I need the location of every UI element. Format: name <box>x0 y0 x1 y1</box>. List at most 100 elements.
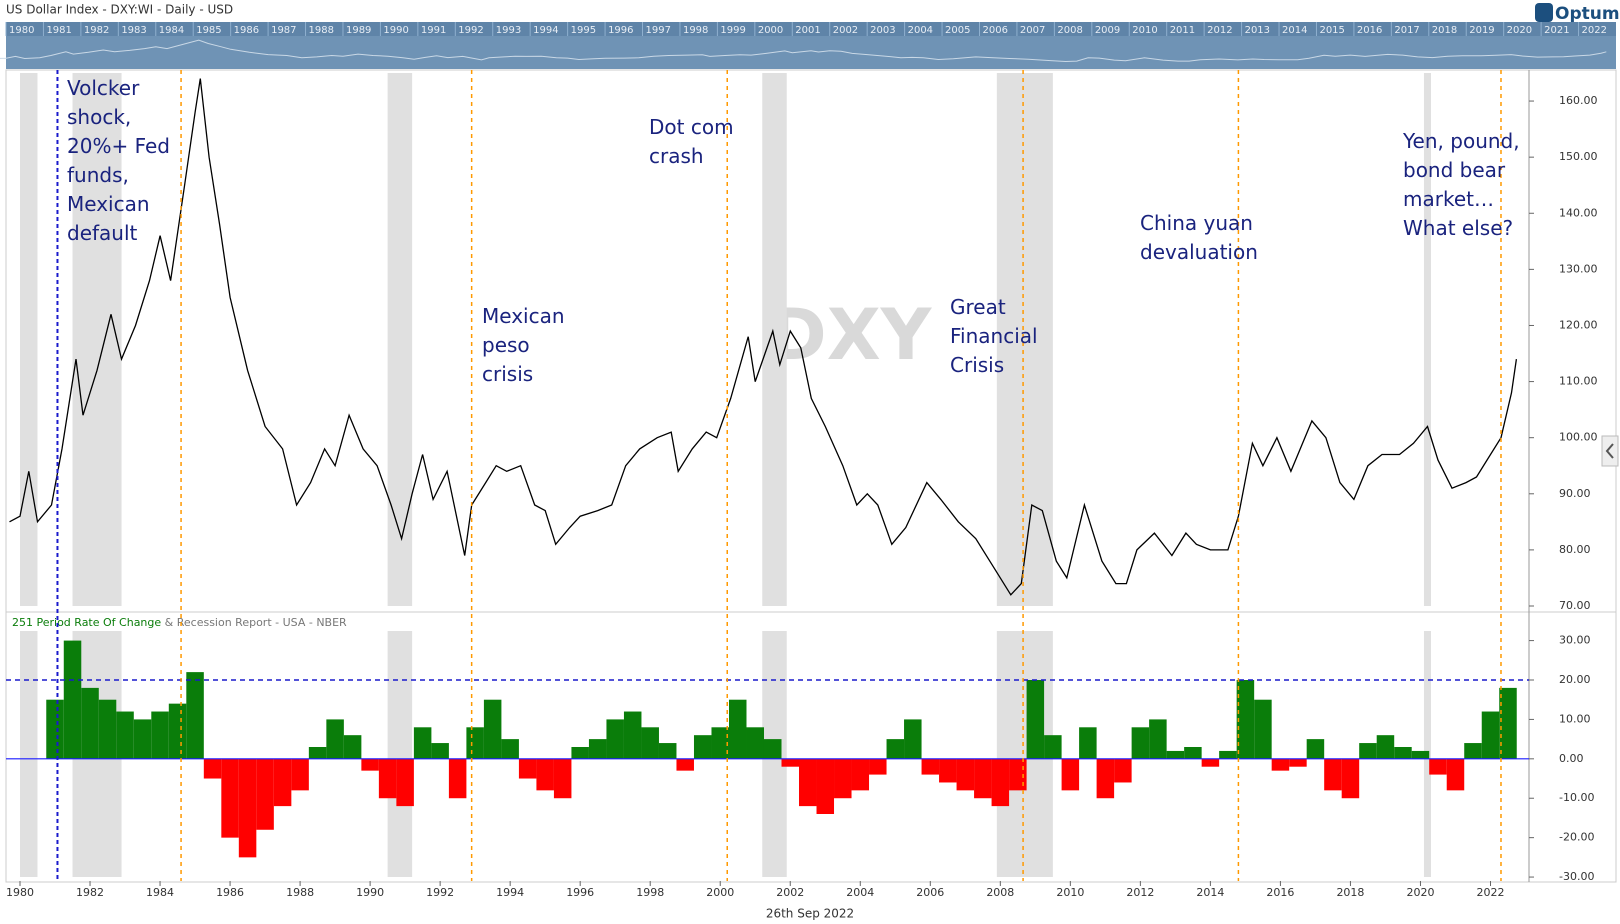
navigator-label: 2020 <box>1507 25 1532 36</box>
roc-bar <box>413 727 432 759</box>
navigator-label-band <box>6 22 1616 36</box>
roc-bar <box>1341 758 1360 799</box>
price-line <box>9 78 1518 596</box>
navigator-label: 2003 <box>870 25 895 36</box>
x-tick-label: 2008 <box>986 886 1014 899</box>
roc-subtitle: & Recession Report - USA - NBER <box>165 616 347 629</box>
roc-bar <box>116 711 134 759</box>
annotation: Yen, pound, bond bear market… What else? <box>1402 129 1520 240</box>
roc-bar <box>606 719 624 759</box>
roc-bar <box>728 699 747 759</box>
recession-band <box>20 73 38 606</box>
roc-bar <box>1376 735 1395 759</box>
navigator-label: 2010 <box>1132 25 1157 36</box>
annotation-line: Yen, pound, <box>1402 129 1520 153</box>
roc-bar <box>571 747 589 759</box>
y-tick-label: 130.00 <box>1559 262 1598 275</box>
x-tick-label: 1996 <box>566 886 594 899</box>
roc-bar <box>1446 758 1465 791</box>
x-tick-label: 2020 <box>1406 886 1434 899</box>
y-tick-label: 110.00 <box>1559 375 1598 388</box>
roc-bar <box>431 743 449 759</box>
roc-bar <box>1499 687 1517 759</box>
annotation-line: default <box>67 221 138 245</box>
annotation-line: devaluation <box>1140 240 1258 264</box>
roc-bar <box>1219 750 1237 759</box>
navigator-label: 1982 <box>84 25 109 36</box>
x-tick-label: 2022 <box>1476 886 1504 899</box>
annotation: Volcker shock, 20%+ Fed funds, Mexican defaul… <box>67 76 170 245</box>
roc-title: 251 Period Rate Of Change <box>12 616 161 629</box>
roc-bar <box>501 739 519 759</box>
chart-title: US Dollar Index - DXY:WI - Daily - USD <box>6 3 233 17</box>
navigator-label: 2012 <box>1207 25 1232 36</box>
roc-bar <box>1131 727 1150 759</box>
y-tick-label: -10.00 <box>1559 791 1594 804</box>
annotation: China yuan devaluation <box>1140 211 1258 264</box>
roc-bar <box>518 758 537 779</box>
navigator-label: 2021 <box>1544 25 1569 36</box>
date-label: 26th Sep 2022 <box>766 907 854 921</box>
navigator-line <box>0 39 1607 63</box>
roc-bar <box>98 699 117 759</box>
roc-bar <box>273 758 292 807</box>
roc-bar <box>1166 750 1185 759</box>
roc-bar <box>1096 758 1115 799</box>
side-toggle[interactable] <box>1601 435 1619 467</box>
navigator-label: 2017 <box>1394 25 1419 36</box>
roc-bar <box>133 719 152 759</box>
roc-bar <box>1026 680 1045 759</box>
annotation-line: Dot com <box>649 115 734 139</box>
roc-bar <box>483 699 502 759</box>
navigator-label: 2006 <box>982 25 1007 36</box>
annotation-line: Volcker <box>67 76 140 100</box>
recession-band <box>1423 73 1431 606</box>
y-tick-label: 160.00 <box>1559 94 1598 107</box>
watermark: DXY <box>769 294 933 376</box>
annotation-line: bond bear <box>1403 158 1506 182</box>
roc-bar <box>1324 758 1342 791</box>
roc-bar <box>1429 758 1447 775</box>
navigator-label: 2015 <box>1319 25 1344 36</box>
y-tick-label: 80.00 <box>1559 543 1591 556</box>
navigator-group: 1980 1981 1982 1983 1984 1985 1986 1987 1988 1989… <box>5 22 1607 36</box>
navigator-label: 1994 <box>533 25 558 36</box>
roc-bar <box>291 758 309 791</box>
annotation-line: market… <box>1403 187 1494 211</box>
roc-bar <box>763 739 782 759</box>
roc-bar <box>693 735 712 759</box>
roc-bar <box>834 758 852 799</box>
x-tick-label: 1990 <box>356 886 384 899</box>
roc-bar <box>939 758 957 783</box>
roc-bar <box>378 758 397 799</box>
annotation-line: Financial <box>950 324 1038 348</box>
y-tick-label: 30.00 <box>1559 634 1591 647</box>
y-tick-label: 20.00 <box>1559 673 1591 686</box>
roc-bar <box>46 699 64 759</box>
navigator-label: 2005 <box>945 25 970 36</box>
navigator-label: 2014 <box>1282 25 1307 36</box>
x-tick-label: 1994 <box>496 886 524 899</box>
x-tick-label: 2006 <box>916 886 944 899</box>
roc-bar <box>799 758 817 807</box>
x-tick-label: 1982 <box>76 886 104 899</box>
annotation-line: Mexican <box>482 304 565 328</box>
navigator-label: 1999 <box>720 25 745 36</box>
y-tick-label: 10.00 <box>1559 712 1591 725</box>
navigator-label: 1983 <box>121 25 146 36</box>
annotation-line: funds, <box>67 163 129 187</box>
annotation: Dot com crash <box>649 115 734 168</box>
annotation-line: 20%+ Fed <box>67 134 170 158</box>
roc-bar <box>781 758 800 767</box>
x-tick-label: 1986 <box>216 886 244 899</box>
navigator-label: 1990 <box>383 25 408 36</box>
x-tick-label: 2002 <box>776 886 804 899</box>
recession-band <box>20 631 38 877</box>
y-tick-label: 0.00 <box>1559 752 1584 765</box>
roc-bar <box>886 739 905 759</box>
roc-bar <box>1271 758 1290 771</box>
recession-band <box>387 631 413 877</box>
roc-bar <box>658 743 677 759</box>
annotation-line: What else? <box>1403 216 1513 240</box>
roc-bar <box>343 735 362 759</box>
